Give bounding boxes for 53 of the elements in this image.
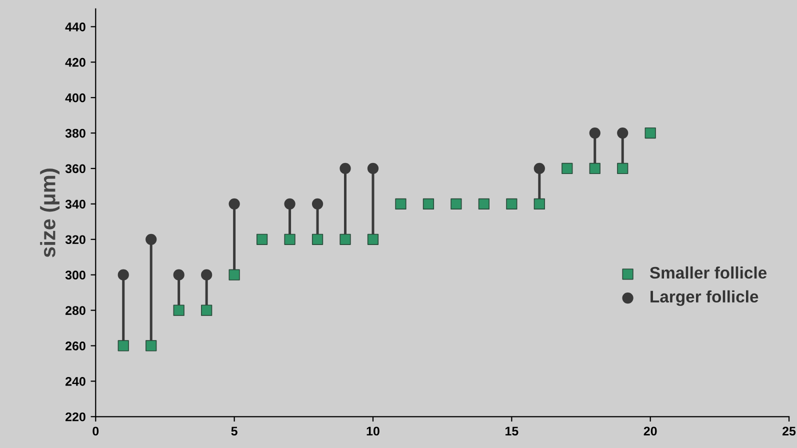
point [478, 198, 490, 210]
point [312, 234, 324, 245]
y-tick-label: 260 [66, 342, 86, 350]
point [173, 269, 184, 280]
y-tick-label: 300 [65, 270, 86, 280]
point [284, 198, 296, 210]
point [146, 340, 157, 352]
point [312, 198, 324, 210]
x-tick-label: 10 [366, 426, 380, 436]
y-tick-label: 400 [65, 93, 86, 102]
point [644, 127, 656, 139]
y-axis-title: size (μm) [40, 168, 60, 258]
y-tick-label: 320 [65, 235, 86, 244]
y-tick-label: 340 [65, 200, 86, 209]
point [340, 234, 351, 245]
point [201, 269, 212, 280]
point [228, 198, 240, 210]
point [173, 304, 184, 316]
x-tick-label: 5 [231, 426, 238, 436]
y-tick-label: 440 [65, 22, 86, 32]
x-tick-label: 20 [644, 426, 657, 436]
y-tick-label: 220 [66, 412, 86, 422]
point [367, 234, 379, 245]
legend-label: Larger follicle [650, 290, 758, 306]
point [284, 234, 296, 245]
legend-label: Smaller follicle [650, 266, 767, 279]
point [118, 340, 129, 352]
point [367, 162, 379, 174]
point [340, 162, 351, 174]
x-tick-label: 0 [92, 426, 99, 436]
point [201, 304, 212, 316]
y-tick-label: 240 [66, 376, 86, 386]
point [589, 162, 600, 174]
x-tick-label: 15 [506, 426, 518, 436]
point [617, 127, 628, 139]
point [589, 127, 600, 139]
point [534, 162, 545, 174]
point [118, 269, 129, 280]
point [506, 198, 518, 210]
y-tick-label: 360 [65, 164, 86, 174]
point [562, 162, 573, 174]
y-tick-label: 380 [65, 128, 86, 138]
point [256, 234, 268, 245]
point [617, 162, 628, 174]
point [450, 198, 462, 210]
y-tick-label: 420 [65, 58, 86, 67]
point [228, 269, 240, 280]
y-tick-label: 280 [66, 306, 86, 315]
point [534, 198, 545, 210]
point [422, 198, 434, 210]
point [395, 198, 406, 210]
x-tick-label: 25 [782, 426, 796, 436]
point [146, 234, 157, 245]
